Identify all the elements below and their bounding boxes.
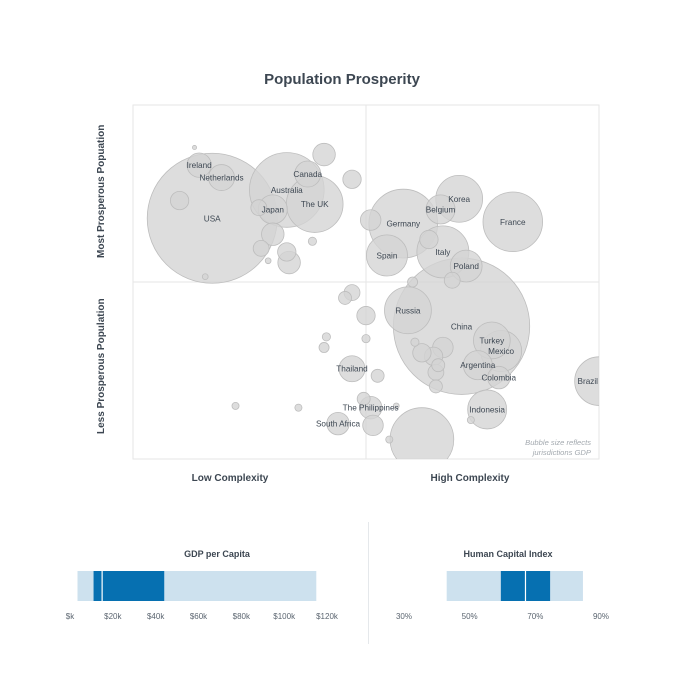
bubble-label: Netherlands [199,174,243,183]
bubble [338,291,352,305]
bubble-label: Colombia [482,374,517,383]
bubble-belgium [425,194,456,225]
bubble [385,435,394,444]
bubble [389,407,455,459]
bubble [392,402,400,410]
bubble-france [482,191,543,253]
bubble-label: France [500,218,526,227]
bubble-label: Italy [435,248,451,257]
bubble [201,273,209,280]
bubble [312,142,336,167]
y-axis-label-bottom: Less Prosperous Population [96,298,107,434]
bubble-canada [294,160,322,188]
bubble-label: Belgium [426,205,456,214]
bubble [356,391,371,406]
bubble-argentina [462,350,493,381]
x-axis-label-low: Low Complexity [191,473,269,484]
bubble [192,145,197,150]
bubble [307,236,317,246]
bubble-brazil [574,356,599,406]
bubble [231,401,240,410]
bubble-indonesia [467,389,508,430]
bubble-label: The UK [301,200,329,209]
bubble-label: Poland [453,262,479,271]
bubble [443,271,461,289]
bubble-label: Thailand [336,365,368,374]
bubble-label: Russia [395,306,420,315]
bubble [277,242,297,262]
bubble [342,169,362,189]
bubble-label: Ireland [187,161,212,170]
bubble-poland [449,249,483,283]
bubble-label: Turkey [479,336,505,345]
bubble [362,414,384,437]
bubbles-layer [146,142,599,459]
bubble-label: South Africa [316,420,361,429]
y-axis-label-top: Most Prosperous Popuation [96,124,107,258]
bubble [261,222,285,246]
bubble [250,199,268,217]
bubble [318,342,330,353]
hci-range-title: Human Capital Index [463,549,553,559]
bubble [466,416,475,425]
size-legend-note: jurisdictions GDP [532,448,592,457]
gdp-range-title: GDP per Capita [184,549,250,559]
bubble-ireland [186,152,212,178]
bubble-colombia [487,365,511,390]
bubble-label: China [451,322,473,331]
bubble-label: Spain [376,251,397,260]
bubble-russia [384,286,432,335]
bubble-label: Australia [271,186,303,195]
size-legend-note: Bubble size reflects [525,438,591,447]
bubble-turkey [473,321,511,360]
bubble-label: Germany [386,220,421,229]
bubble-thailand [338,355,366,383]
bubble-spain [366,234,408,277]
bubble-label: The Philippines [343,404,399,413]
bubble-label: USA [204,214,221,223]
bubble [361,334,371,344]
bubble [428,379,443,394]
bubble [410,337,420,347]
bubble [412,343,432,363]
bubble [170,190,190,211]
x-axis-label-high: High Complexity [430,473,510,484]
bubble-label: Korea [448,195,470,204]
bubble [264,257,272,265]
bubble-labels: USA Ireland Netherlands Canada Australia Japa… [187,161,599,428]
bubble [431,358,446,373]
bubble-label: Indonesia [469,405,505,414]
chart-title: Population Prosperity [264,71,420,88]
bubble [321,332,331,342]
bubble [359,209,382,231]
bubble [252,240,270,257]
panel-divider [368,522,369,644]
bubble-netherlands [208,164,235,191]
bubble [370,368,385,383]
bubble-south-africa [326,411,350,436]
bubble-label: Brazil [578,377,599,386]
bubble-label: Mexico [488,347,514,356]
bubble [356,306,376,326]
bubble [407,276,419,288]
bubble-label: Japan [262,205,285,214]
bubble-label: Canada [293,170,322,179]
bubble [419,229,439,250]
bubble-label: Argentina [460,361,495,370]
bubble [294,403,303,412]
